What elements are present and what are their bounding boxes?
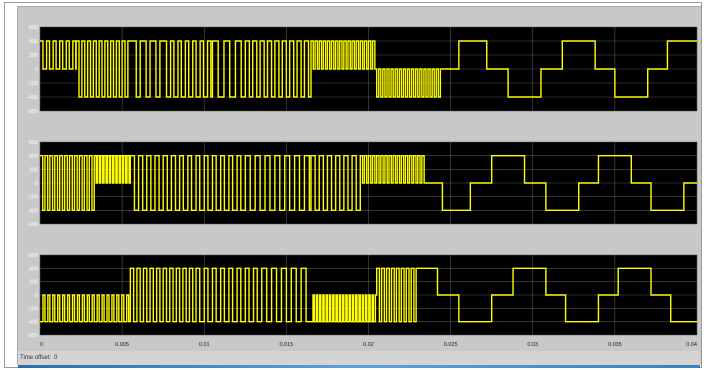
y-tick-label: 200 [29, 280, 38, 286]
x-tick-label: 0.035 [608, 342, 622, 348]
x-tick-label: 0 [40, 342, 43, 348]
y-tick-label: -200 [27, 195, 38, 201]
y-tick-label: -400 [27, 320, 38, 326]
time-offset-label: Time offset: [20, 355, 52, 361]
x-tick-label: 0.025 [444, 342, 458, 348]
x-tick-label: 0.04 [686, 342, 697, 348]
y-tick-label: -600 [27, 333, 38, 339]
scope-plots: 600 400 200 0 -200 -400 -600 600 400 200 0 -200 -400… [27, 25, 698, 348]
waveform-trace-2 [40, 154, 697, 212]
y-tick-label: 0 [35, 293, 38, 299]
x-tick-label: 0.01 [199, 342, 210, 348]
y-tick-label: 400 [29, 39, 38, 45]
y-tick-label: 400 [29, 154, 38, 160]
y-tick-label: -400 [27, 208, 38, 214]
scope-window: 600 400 200 0 -200 -400 -600 600 400 200 0 -200 -400… [17, 6, 701, 365]
y-tick-label: 600 [29, 25, 38, 31]
y-tick-label: 200 [29, 167, 38, 173]
waveform-trace-3 [40, 267, 697, 323]
y-tick-label: 0 [35, 181, 38, 187]
y-tick-label: 600 [29, 140, 38, 146]
x-tick-label: 0.02 [363, 342, 374, 348]
waveform-trace-1 [40, 40, 697, 98]
y-tick-label: -600 [27, 222, 38, 228]
y-tick-label: 200 [29, 53, 38, 59]
taskbar-strip [18, 365, 700, 368]
y-tick-label: -600 [27, 109, 38, 115]
status-bar: Time offset: 0 [18, 351, 700, 365]
y-tick-label: 400 [29, 266, 38, 272]
x-tick-label: 0.015 [279, 342, 293, 348]
y-tick-label: -400 [27, 95, 38, 101]
time-offset-value: 0 [54, 355, 58, 361]
x-tick-label: 0.005 [115, 342, 129, 348]
y-tick-label: -200 [27, 306, 38, 312]
y-tick-label: -200 [27, 81, 38, 87]
y-tick-label: 600 [29, 253, 38, 259]
x-tick-label: 0.03 [527, 342, 538, 348]
y-tick-label: 0 [35, 67, 38, 73]
